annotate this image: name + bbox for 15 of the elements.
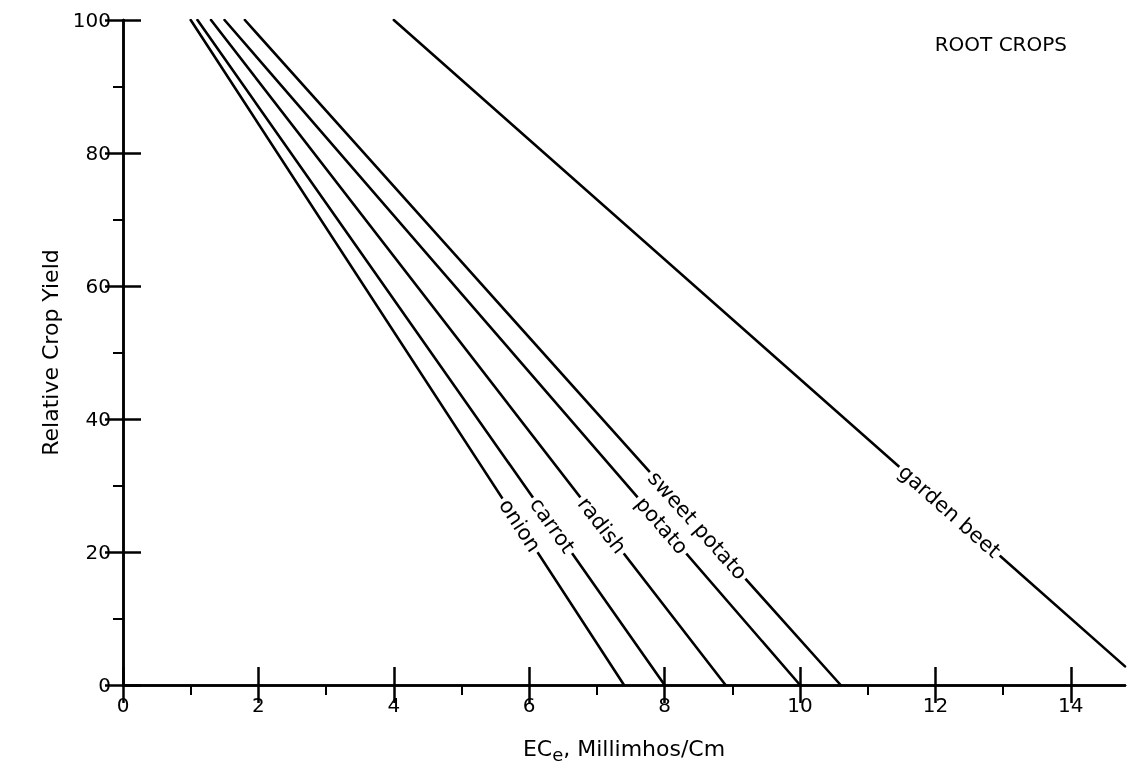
x-tick-label: 8: [658, 693, 671, 717]
x-tick-label: 10: [787, 693, 813, 717]
x-tick-label: 2: [252, 693, 265, 717]
x-tick-label: 14: [1058, 693, 1084, 717]
y-tick-label: 40: [85, 407, 111, 431]
x-tick-label: 6: [522, 693, 536, 717]
x-tick-label: 12: [922, 693, 949, 717]
y-tick-label: 60: [85, 274, 111, 298]
y-tick-label: 0: [98, 673, 111, 697]
y-tick-label: 80: [85, 141, 111, 165]
y-tick-label: 100: [72, 8, 111, 32]
annotation: ROOT CROPS: [934, 32, 1068, 56]
y-tick-label: 20: [85, 540, 111, 564]
y-axis-title: Relative Crop Yield: [37, 249, 63, 456]
x-tick-label: 0: [116, 693, 130, 717]
